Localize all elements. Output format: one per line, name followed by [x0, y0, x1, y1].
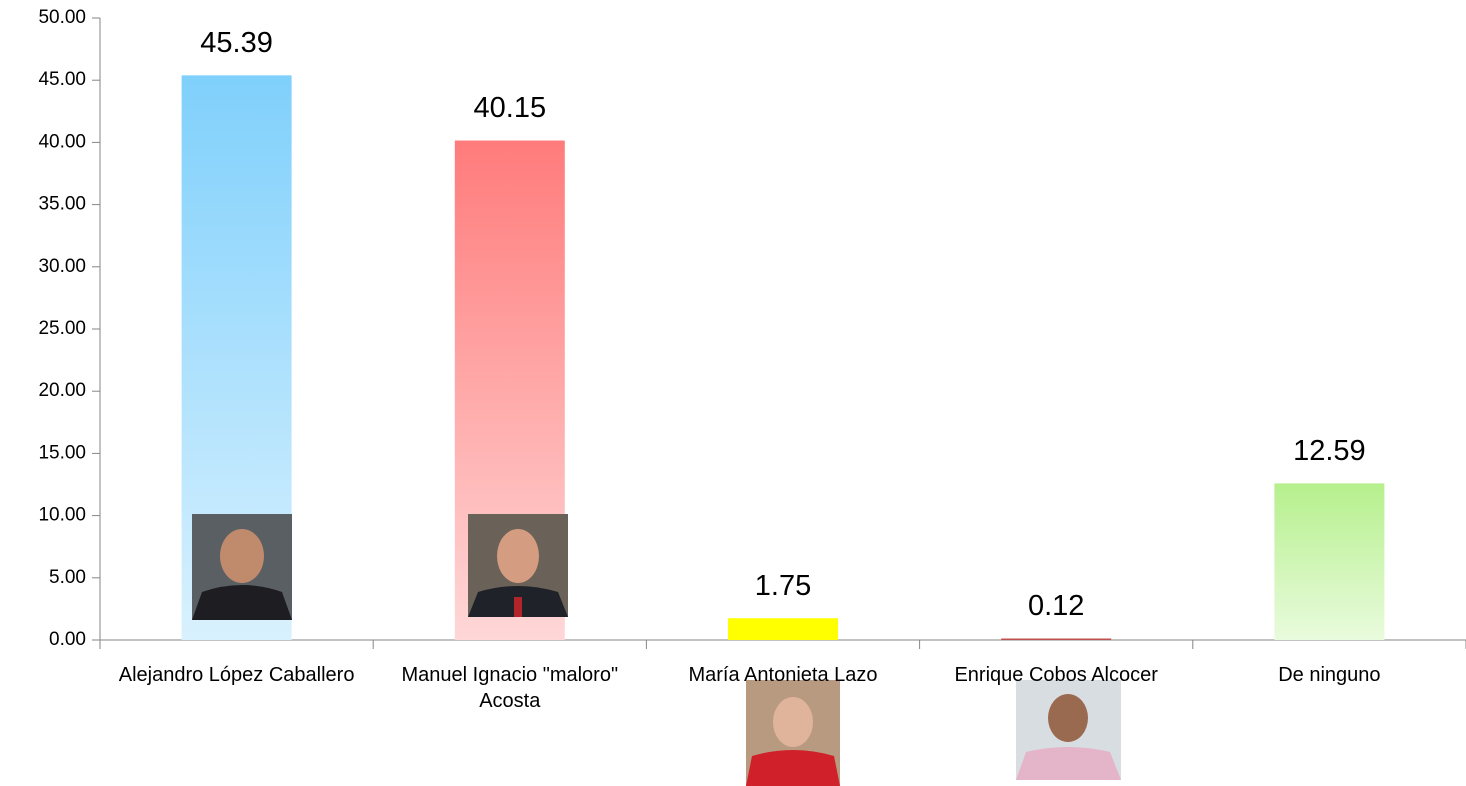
y-tick-label: 40.00: [38, 131, 86, 152]
candidate-photo: [468, 514, 568, 617]
x-tick-label: María Antonieta Lazo: [688, 664, 878, 686]
photos: [192, 514, 1121, 786]
x-tick-label: Alejandro López Caballero: [118, 664, 355, 686]
value-label: 1.75: [755, 570, 811, 602]
photo-shirt: [1016, 747, 1121, 780]
value-label: 0.12: [1028, 590, 1084, 622]
photo-face: [220, 529, 264, 583]
x-tick-label: De ninguno: [1278, 664, 1381, 686]
photo-face: [773, 697, 813, 747]
candidate-photo: [192, 514, 292, 620]
x-tick-label: Manuel Ignacio "maloro" Acosta: [401, 664, 619, 712]
y-tick-label: 5.00: [49, 567, 86, 588]
y-tick-label: 0.00: [49, 629, 86, 650]
x-tick-label: Enrique Cobos Alcocer: [954, 664, 1158, 686]
candidate-photo: [1016, 680, 1121, 780]
y-tick-label: 15.00: [38, 442, 86, 463]
bar: [1274, 483, 1385, 640]
value-label: 45.39: [200, 27, 273, 59]
photo-dress: [746, 750, 840, 786]
bar: [1001, 638, 1112, 640]
y-tick-label: 30.00: [38, 256, 86, 277]
y-tick-label: 20.00: [38, 380, 86, 401]
value-label: 12.59: [1293, 435, 1366, 467]
y-tick-label: 10.00: [38, 505, 86, 526]
candidate-photo: [746, 680, 840, 786]
photo-tie: [514, 597, 522, 617]
y-tick-label: 50.00: [38, 7, 86, 28]
photo-suit: [192, 585, 292, 620]
y-tick-label: 35.00: [38, 194, 86, 215]
value-label: 40.15: [474, 92, 547, 124]
photo-face: [497, 529, 539, 583]
y-tick-label: 25.00: [38, 318, 86, 339]
bar: [728, 618, 838, 640]
y-tick-label: 45.00: [38, 69, 86, 90]
photo-face: [1048, 694, 1088, 742]
